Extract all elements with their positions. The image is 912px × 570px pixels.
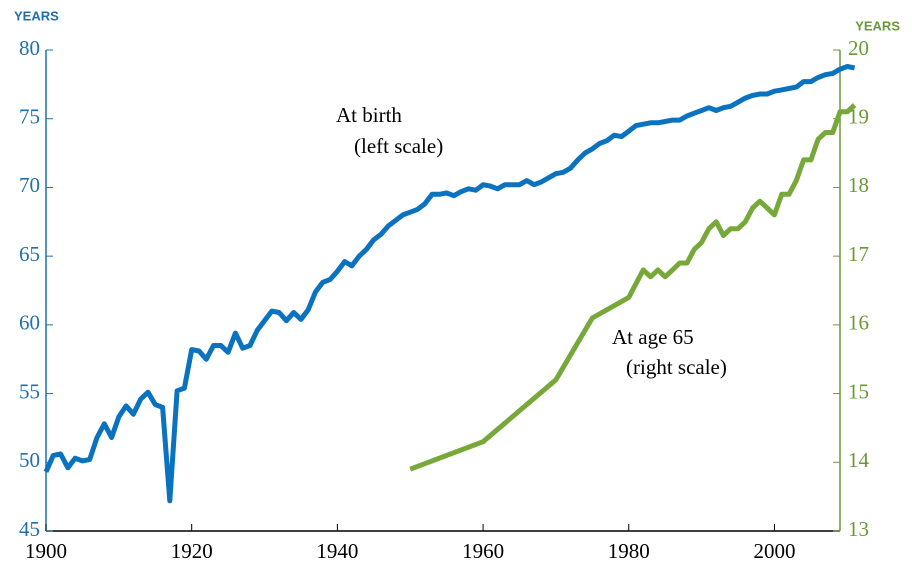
y-tick-label: 50: [19, 448, 40, 472]
y2-tick-label: 20: [848, 36, 869, 60]
y-tick-label: 70: [19, 173, 40, 197]
annotation: (left scale): [354, 134, 443, 158]
y-tick-label: 45: [19, 517, 40, 541]
annotation: At birth: [336, 103, 402, 127]
y-tick-label: 60: [19, 311, 40, 335]
annotation: At age 65: [612, 325, 694, 349]
y2-tick-label: 13: [848, 517, 869, 541]
y-tick-label: 75: [19, 105, 40, 129]
x-tick-label: 1940: [316, 539, 358, 563]
y2-tick-label: 16: [848, 311, 869, 335]
series-line: [43, 64, 856, 504]
y-tick-label: 55: [19, 379, 40, 403]
x-tick-label: 1920: [171, 539, 213, 563]
x-tick-label: 2000: [753, 539, 795, 563]
y2-tick-label: 18: [848, 173, 869, 197]
x-tick-label: 1980: [608, 539, 650, 563]
y-tick-label: 65: [19, 242, 40, 266]
series-line: [409, 103, 857, 472]
y-tick-label: 80: [19, 36, 40, 60]
y2-tick-label: 15: [848, 379, 869, 403]
y2-axis-unit: YEARS: [855, 18, 900, 33]
x-tick-label: 1900: [25, 539, 67, 563]
y-axis-unit: YEARS: [14, 8, 59, 23]
y2-tick-label: 14: [848, 448, 870, 472]
x-tick-label: 1960: [462, 539, 504, 563]
y2-tick-label: 17: [848, 242, 869, 266]
annotation: (right scale): [626, 355, 727, 379]
y2-tick-label: 19: [848, 105, 869, 129]
